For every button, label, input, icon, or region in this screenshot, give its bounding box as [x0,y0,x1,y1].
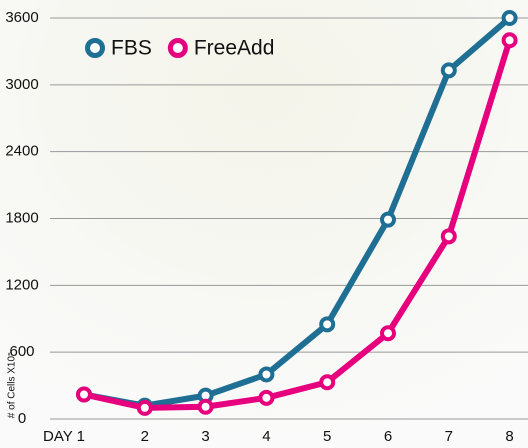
series-line [83,39,513,411]
point [258,389,275,406]
point [440,62,457,79]
legend-label: FreeAdd [194,37,275,60]
series-line [83,15,512,409]
x-tick-label: 7 [445,428,453,445]
x-tick-label: 3 [201,428,209,445]
y-tick-label: 600 [9,343,34,360]
y-axis-label: # of Cells X10⁵ [7,352,18,418]
point [76,386,92,403]
y-tick-label: 3000 [5,76,38,93]
legend-marker [167,38,188,58]
point [197,398,214,415]
x-tick-label: 4 [262,428,270,445]
point [440,228,457,245]
point [501,10,518,26]
x-tick-label: 5 [323,428,331,445]
point [380,211,396,228]
x-tick-label: 6 [384,428,392,445]
x-tick-label: 2 [141,428,149,445]
point [258,366,275,383]
y-tick-label: 1200 [5,276,38,293]
y-tick-label: 3600 [5,9,38,26]
y-tick-label: 0 [18,410,26,427]
legend-marker [85,38,105,58]
point [319,316,336,333]
point [319,374,336,391]
point [380,325,396,342]
legend-label: FBS [111,37,152,60]
y-tick-label: 2400 [5,143,38,160]
x-tick-label: 8 [505,428,513,445]
y-tick-label: 1800 [5,209,38,226]
point [501,32,518,49]
point [136,399,153,416]
x-tick-label: DAY 1 [43,428,85,445]
